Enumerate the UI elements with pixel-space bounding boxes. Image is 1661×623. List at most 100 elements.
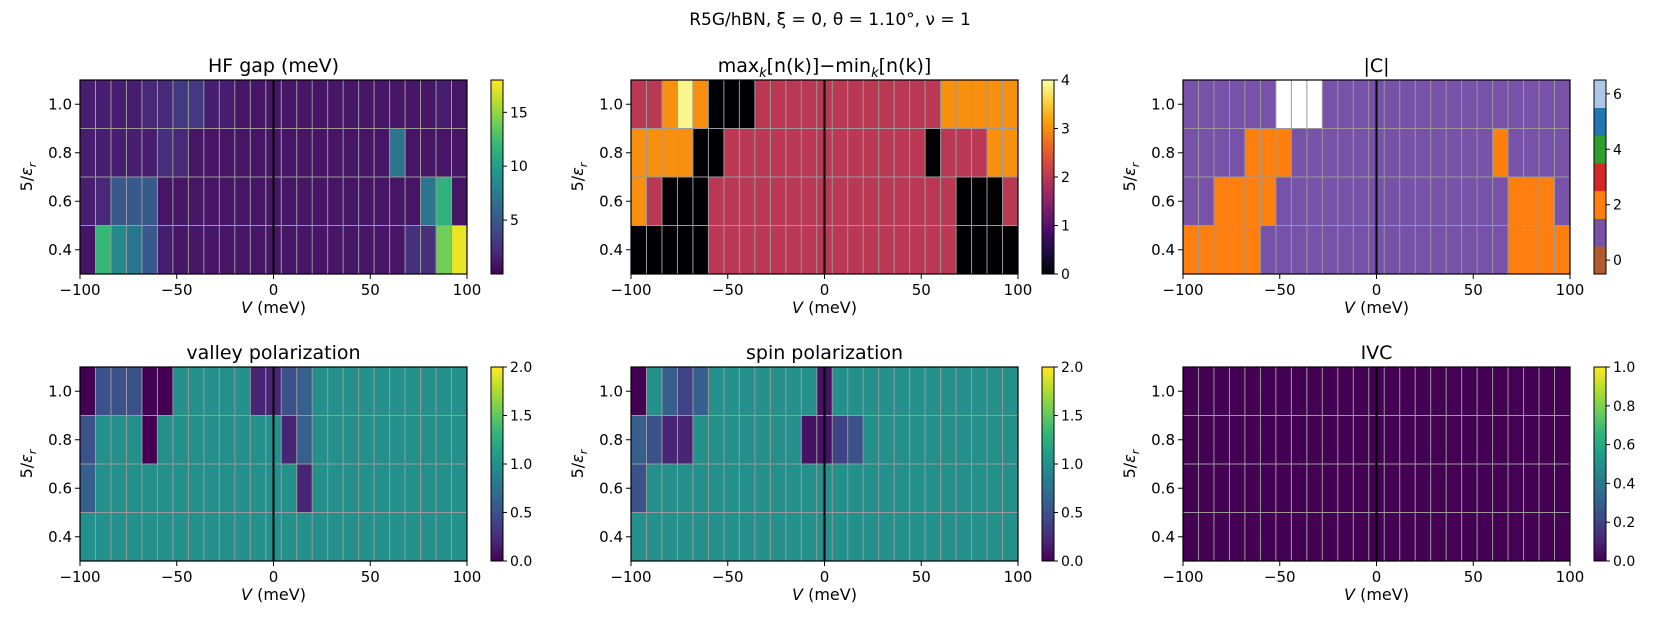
heatmap-cell: [847, 128, 864, 178]
colorbar-segment: [491, 257, 503, 262]
colorbar-segment: [1042, 183, 1054, 188]
heatmap-cell: [801, 367, 817, 416]
colorbar-segment: [491, 389, 503, 394]
colorbar-segment: [1594, 457, 1606, 462]
heatmap-cell: [405, 415, 421, 465]
colorbar-segment: [491, 557, 503, 562]
heatmap-cell: [358, 464, 375, 513]
y-tick-label: 0.8: [599, 431, 623, 449]
heatmap-cell: [1399, 512, 1416, 562]
heatmap-cell: [1477, 128, 1493, 178]
heatmap-cell: [909, 512, 926, 562]
colorbar-segment: [491, 112, 503, 116]
heatmap-cell: [1415, 512, 1431, 562]
heatmap-cell: [1523, 464, 1540, 513]
colorbar-segment: [1042, 405, 1054, 410]
colorbar-segment: [1042, 209, 1054, 213]
heatmap-cell: [141, 225, 158, 275]
colorbar-tick-label: 0.0: [1061, 554, 1083, 570]
heatmap-cell: [661, 464, 678, 513]
heatmap-cell: [754, 177, 771, 226]
colorbar-segment: [1042, 96, 1054, 100]
colorbar-segment: [1594, 428, 1606, 433]
colorbar-segment: [1042, 457, 1054, 462]
heatmap-cell: [1492, 415, 1509, 465]
heatmap-cell: [1291, 177, 1308, 226]
heatmap-cell: [389, 415, 406, 465]
heatmap-cell: [110, 464, 127, 513]
heatmap-cell: [250, 367, 266, 416]
colorbar-segment: [1594, 434, 1606, 439]
colorbar-segment: [1594, 535, 1606, 539]
heatmap-cell: [1322, 80, 1338, 129]
heatmap-cell: [708, 415, 725, 465]
y-tick-label: 0.4: [48, 241, 72, 259]
colorbar-segment: [1594, 486, 1606, 491]
heatmap-cell: [157, 80, 174, 129]
colorbar-segment: [491, 421, 503, 426]
heatmap-cell: [374, 464, 390, 513]
heatmap-cell: [1461, 367, 1478, 416]
heatmap-cell: [95, 464, 112, 513]
x-tick-label: −100: [610, 568, 651, 586]
heatmap-cell: [1306, 225, 1323, 275]
colorbar-segment: [491, 241, 503, 246]
heatmap-cell: [80, 128, 96, 178]
colorbar-segment: [1042, 141, 1054, 146]
heatmap-cell: [141, 177, 158, 226]
heatmap-cell: [956, 464, 972, 513]
heatmap-cell: [95, 415, 112, 465]
heatmap-cell: [1353, 225, 1369, 275]
colorbar-segment: [491, 206, 503, 210]
colorbar-segment: [1594, 367, 1606, 371]
colorbar-tick-label: 1.0: [510, 457, 532, 473]
colorbar-segment: [1042, 180, 1054, 184]
colorbar-segment: [1042, 412, 1054, 416]
heatmap-cell: [312, 367, 328, 416]
heatmap-cell: [1446, 80, 1462, 129]
colorbar-segment: [1042, 418, 1054, 423]
heatmap-cell: [1002, 464, 1019, 513]
colorbar-segment: [1042, 122, 1054, 126]
heatmap-cell: [405, 367, 421, 416]
colorbar-segment: [1042, 548, 1054, 552]
heatmap-cell: [1477, 512, 1493, 562]
colorbar-segment: [1594, 431, 1606, 436]
heatmap-cell: [739, 367, 756, 416]
heatmap-cell: [754, 512, 771, 562]
heatmap-cell: [451, 464, 468, 513]
colorbar-segment: [491, 418, 503, 423]
x-tick-label: 50: [1464, 281, 1483, 299]
panel-title: IVC: [1361, 342, 1393, 364]
y-tick-label: 0.6: [48, 479, 72, 497]
heatmap-cell: [1322, 177, 1338, 226]
colorbar-segment: [491, 535, 503, 539]
colorbar-segment: [491, 447, 503, 452]
heatmap-cells: [1183, 80, 1571, 275]
heatmap-cell: [677, 367, 694, 416]
colorbar-segment: [1042, 231, 1054, 236]
colorbar-segment: [1042, 489, 1054, 494]
colorbar-segment: [1594, 518, 1606, 523]
heatmap-cell: [250, 80, 266, 129]
heatmap-cell: [234, 225, 251, 275]
colorbar-segment: [1042, 112, 1054, 116]
heatmap-cell: [343, 512, 359, 562]
heatmap-cell: [878, 512, 895, 562]
colorbar-segment: [1042, 535, 1054, 539]
colorbar-segment: [1042, 370, 1054, 374]
heatmap-cell: [405, 512, 421, 562]
x-tick-label: −50: [712, 568, 744, 586]
heatmap-cell: [312, 225, 328, 275]
heatmap-cell: [971, 177, 988, 226]
heatmap-cell: [436, 464, 452, 513]
heatmap-cell: [1477, 415, 1493, 465]
colorbar-segment: [491, 548, 503, 552]
heatmap-cell: [863, 225, 879, 275]
colorbar-segment: [1042, 199, 1054, 204]
panel-5: −100 −50 0 50 100 0.4 0.6 0.8 1.0 V (meV) 5/εr spin…: [568, 342, 1083, 604]
heatmap-cells: [1183, 367, 1571, 562]
colorbar-tick-label: 0.6: [1613, 438, 1635, 454]
colorbar-segment: [491, 515, 503, 520]
